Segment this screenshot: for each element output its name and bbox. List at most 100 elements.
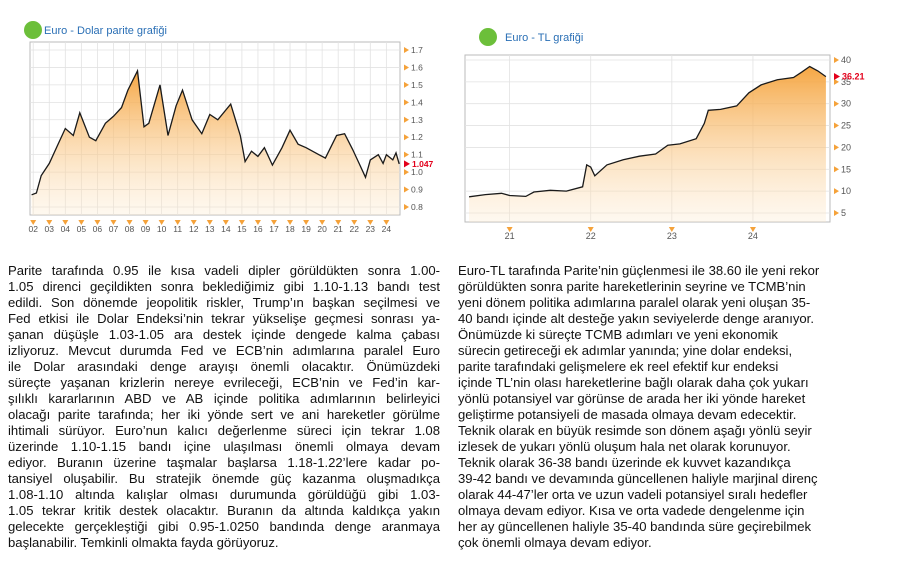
y-tick-label: 40 [841, 55, 851, 65]
text-line: Parite tarafında 0.95 ile kısa vadeli di… [8, 263, 440, 278]
x-tick-label: 12 [189, 224, 199, 234]
x-tick-label: 18 [285, 224, 295, 234]
text-line: olarak 44-47’ler orta ve uzun vadeli pot… [458, 487, 808, 502]
x-tick-label: 24 [382, 224, 392, 234]
x-tick-mark [319, 220, 326, 225]
x-tick-label: 10 [157, 224, 167, 234]
text-line: Euro-TL tarafında Parite’nin güçlenmesi … [458, 263, 820, 278]
x-tick-mark [367, 220, 374, 225]
x-tick-mark [78, 220, 85, 225]
y-tick-label: 1.3 [411, 115, 423, 125]
chart-title: Euro - Dolar parite grafiği [44, 25, 167, 37]
y-tick-label: 10 [841, 186, 851, 196]
y-tick-label: 1.0 [411, 167, 423, 177]
text-line: olmaya devam ediyor. Kısa ve orta vadede… [458, 503, 805, 518]
x-tick-mark [238, 220, 245, 225]
text-line: Fed etkisi ile Dolar Endeksi’nin tekrar … [8, 311, 440, 326]
title-icon [479, 28, 497, 46]
y-tick-label: 0.8 [411, 202, 423, 212]
x-tick-mark [142, 220, 149, 225]
area [469, 66, 826, 222]
y-tick-mark [404, 99, 409, 106]
y-tick-label: 1.2 [411, 132, 423, 142]
text-line: içinde TL’nin olası hareketlerine bağlı … [458, 375, 809, 390]
x-tick-label: 05 [77, 224, 87, 234]
charts: Euro - Dolar parite grafiği0.80.91.01.11… [24, 21, 865, 241]
x-tick-mark [335, 220, 342, 225]
line [31, 68, 400, 196]
text-line: 1.05 direnci geçildikten sonra beklediği… [8, 279, 440, 294]
text-line: parite tarafındaki gelişmelere ek reel e… [458, 359, 779, 374]
text-line: çok önemli olmaya devam ediyor. [458, 535, 652, 550]
x-tick-mark [222, 220, 229, 225]
x-tick-mark [668, 227, 675, 232]
text-line: 39-42 bandı ve devamında güncellenen hal… [458, 471, 818, 486]
y-tick-label: 20 [841, 142, 851, 152]
text-line: Teknik olarak 36-38 bandı üzerinde ek ku… [458, 455, 791, 470]
x-tick-label: 11 [173, 224, 182, 234]
last-value-label: 1.047 [412, 159, 434, 169]
left-column: Parite tarafında 0.95 ile kısa vadeli di… [8, 263, 440, 551]
x-tick-label: 20 [317, 224, 327, 234]
y-tick-mark [404, 186, 409, 193]
y-tick-mark [834, 122, 839, 129]
text-line: Teknik olarak en büyük resimde son dönem… [458, 423, 812, 438]
y-tick-mark [404, 47, 409, 54]
y-tick-mark [834, 100, 839, 107]
y-tick-mark [834, 209, 839, 216]
right-column: Euro-TL tarafında Parite’nin güçlenmesi … [458, 263, 888, 551]
text-line: olacağı parite tarafında; her iki yönde … [8, 407, 440, 422]
text-line: ihtimali sürüyor. Euro’nun kalıcı değerl… [8, 423, 440, 438]
last-value-marker [404, 160, 410, 168]
y-tick-label: 1.5 [411, 80, 423, 90]
text-line: gelecekte gerçekleştiği gibi 0.95-1.0250… [8, 519, 440, 534]
x-tick-mark [287, 220, 294, 225]
text-line: geliştirme potansiyeli de masada olmaya … [458, 407, 797, 422]
x-tick-label: 14 [221, 224, 231, 234]
x-tick-mark [158, 220, 165, 225]
y-tick-label: 1.4 [411, 97, 423, 107]
x-tick-label: 02 [28, 224, 38, 234]
x-tick-mark [30, 220, 37, 225]
text-line: her ay güncellenen haliyle 35-40 bandınd… [458, 519, 812, 534]
x-tick-mark [383, 220, 390, 225]
x-tick-mark [254, 220, 261, 225]
x-tick-label: 16 [253, 224, 263, 234]
title-icon [24, 21, 42, 39]
text-line: 1.08-1.10 altında kalışlar olması durumu… [8, 487, 440, 502]
x-tick-label: 13 [205, 224, 215, 234]
y-tick-label: 1.1 [411, 150, 423, 160]
y-tick-label: 25 [841, 121, 851, 131]
x-tick-mark [506, 227, 513, 232]
y-tick-label: 1.6 [411, 62, 423, 72]
y-tick-mark [404, 116, 409, 123]
x-tick-mark [303, 220, 310, 225]
y-tick-label: 5 [841, 208, 846, 218]
text-line: tansiyel oluşabilir. Bu stratejik önemde… [8, 471, 440, 486]
x-tick-mark [174, 220, 181, 225]
x-tick-mark [190, 220, 197, 225]
x-tick-label: 07 [109, 224, 119, 234]
x-tick-label: 15 [237, 224, 247, 234]
text-line: başlanabilir. Temkinli olmakta fayda gör… [8, 535, 279, 550]
y-tick-mark [404, 169, 409, 176]
text-line: Önümüzde ki süreçte TCMB adımları ve yen… [458, 327, 778, 342]
y-tick-mark [834, 78, 839, 85]
x-tick-label: 19 [301, 224, 311, 234]
x-tick-label: 17 [269, 224, 279, 234]
text-line: süreçte yaşanan krizlerin nereye evrilec… [8, 375, 440, 390]
text-line: üzerinde 1.10-1.15 bandı içine ulaşılmas… [8, 439, 440, 454]
y-tick-mark [404, 64, 409, 71]
last-value-marker [834, 73, 840, 81]
x-tick-mark [749, 227, 756, 232]
x-tick-mark [62, 220, 69, 225]
y-tick-mark [834, 188, 839, 195]
y-tick-mark [404, 81, 409, 88]
x-tick-label: 23 [366, 224, 376, 234]
text-line: ile Dolar arasındaki denge arayışı öneml… [8, 359, 440, 374]
y-tick-mark [834, 144, 839, 151]
x-tick-mark [94, 220, 101, 225]
x-tick-mark [270, 220, 277, 225]
x-tick-mark [351, 220, 358, 225]
